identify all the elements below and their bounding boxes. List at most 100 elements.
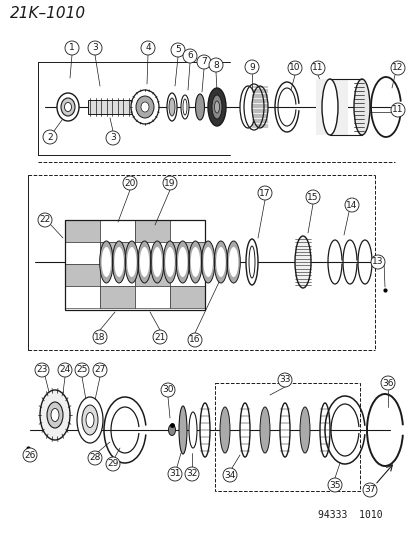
Bar	[65, 220, 205, 310]
Ellipse shape	[77, 397, 103, 443]
Ellipse shape	[57, 93, 79, 121]
Ellipse shape	[300, 407, 310, 453]
Ellipse shape	[51, 408, 59, 422]
Text: 8: 8	[213, 61, 219, 69]
Circle shape	[306, 190, 320, 204]
Ellipse shape	[102, 247, 111, 277]
Text: 10: 10	[289, 63, 301, 72]
Ellipse shape	[320, 403, 330, 457]
Text: 14: 14	[346, 200, 358, 209]
Circle shape	[328, 478, 342, 492]
Bar	[100, 220, 135, 242]
Ellipse shape	[169, 98, 175, 116]
Ellipse shape	[212, 95, 222, 119]
Circle shape	[245, 60, 259, 74]
Circle shape	[168, 467, 182, 481]
Text: 3: 3	[92, 44, 98, 52]
Ellipse shape	[82, 405, 98, 435]
Ellipse shape	[138, 241, 151, 283]
Text: 25: 25	[76, 366, 88, 375]
Ellipse shape	[240, 86, 256, 128]
Text: 33: 33	[279, 376, 291, 384]
Bar	[65, 242, 100, 264]
Ellipse shape	[220, 407, 230, 453]
Text: 21: 21	[154, 333, 166, 342]
Bar	[100, 264, 135, 286]
Bar	[170, 286, 205, 308]
Circle shape	[258, 186, 272, 200]
Ellipse shape	[202, 241, 215, 283]
Bar	[65, 286, 100, 308]
Circle shape	[141, 41, 155, 55]
Ellipse shape	[136, 96, 154, 118]
Text: 1: 1	[69, 44, 75, 52]
Ellipse shape	[208, 88, 226, 126]
Circle shape	[88, 451, 102, 465]
Bar	[135, 220, 170, 242]
Text: 36: 36	[382, 378, 394, 387]
Bar	[170, 242, 205, 264]
Ellipse shape	[252, 86, 268, 128]
Bar	[135, 242, 170, 264]
Bar	[316, 79, 348, 135]
Ellipse shape	[322, 79, 338, 135]
Circle shape	[35, 363, 49, 377]
Ellipse shape	[190, 247, 200, 277]
Bar	[100, 242, 135, 264]
Bar	[65, 220, 100, 242]
Text: 35: 35	[329, 481, 341, 489]
Circle shape	[88, 41, 102, 55]
Circle shape	[345, 198, 359, 212]
Text: 6: 6	[187, 52, 193, 61]
Circle shape	[311, 61, 325, 75]
Ellipse shape	[141, 102, 149, 112]
Circle shape	[43, 130, 57, 144]
Circle shape	[363, 483, 377, 497]
Ellipse shape	[140, 247, 149, 277]
Ellipse shape	[200, 403, 210, 457]
Ellipse shape	[61, 98, 75, 116]
Ellipse shape	[167, 93, 177, 121]
Text: 7: 7	[201, 58, 207, 67]
Ellipse shape	[295, 236, 311, 288]
Ellipse shape	[165, 247, 175, 277]
Circle shape	[171, 43, 185, 57]
Circle shape	[391, 103, 405, 117]
Text: 27: 27	[94, 366, 106, 375]
Text: 26: 26	[24, 450, 36, 459]
Ellipse shape	[168, 424, 176, 435]
Text: 19: 19	[164, 179, 176, 188]
Ellipse shape	[47, 402, 63, 428]
Ellipse shape	[178, 247, 188, 277]
Ellipse shape	[189, 412, 197, 448]
Circle shape	[153, 330, 167, 344]
Circle shape	[183, 49, 197, 63]
Text: 29: 29	[107, 459, 119, 469]
Ellipse shape	[179, 406, 187, 454]
Circle shape	[278, 373, 292, 387]
Ellipse shape	[86, 413, 94, 427]
Text: 23: 23	[37, 366, 48, 375]
Ellipse shape	[183, 99, 187, 115]
Ellipse shape	[195, 94, 205, 120]
Circle shape	[185, 467, 199, 481]
Text: 22: 22	[39, 215, 51, 224]
Ellipse shape	[151, 241, 164, 283]
Bar	[135, 286, 170, 308]
Text: 30: 30	[162, 385, 174, 394]
Ellipse shape	[280, 403, 290, 457]
Circle shape	[371, 255, 385, 269]
Text: 21K–1010: 21K–1010	[10, 6, 86, 21]
Text: 16: 16	[189, 335, 201, 344]
Ellipse shape	[64, 102, 71, 111]
Text: 11: 11	[392, 106, 404, 115]
Circle shape	[381, 376, 395, 390]
Circle shape	[93, 363, 107, 377]
Circle shape	[23, 448, 37, 462]
Ellipse shape	[127, 247, 137, 277]
Bar	[135, 264, 170, 286]
Text: 37: 37	[364, 486, 376, 495]
Ellipse shape	[246, 239, 258, 285]
Ellipse shape	[125, 241, 139, 283]
Ellipse shape	[131, 90, 159, 124]
